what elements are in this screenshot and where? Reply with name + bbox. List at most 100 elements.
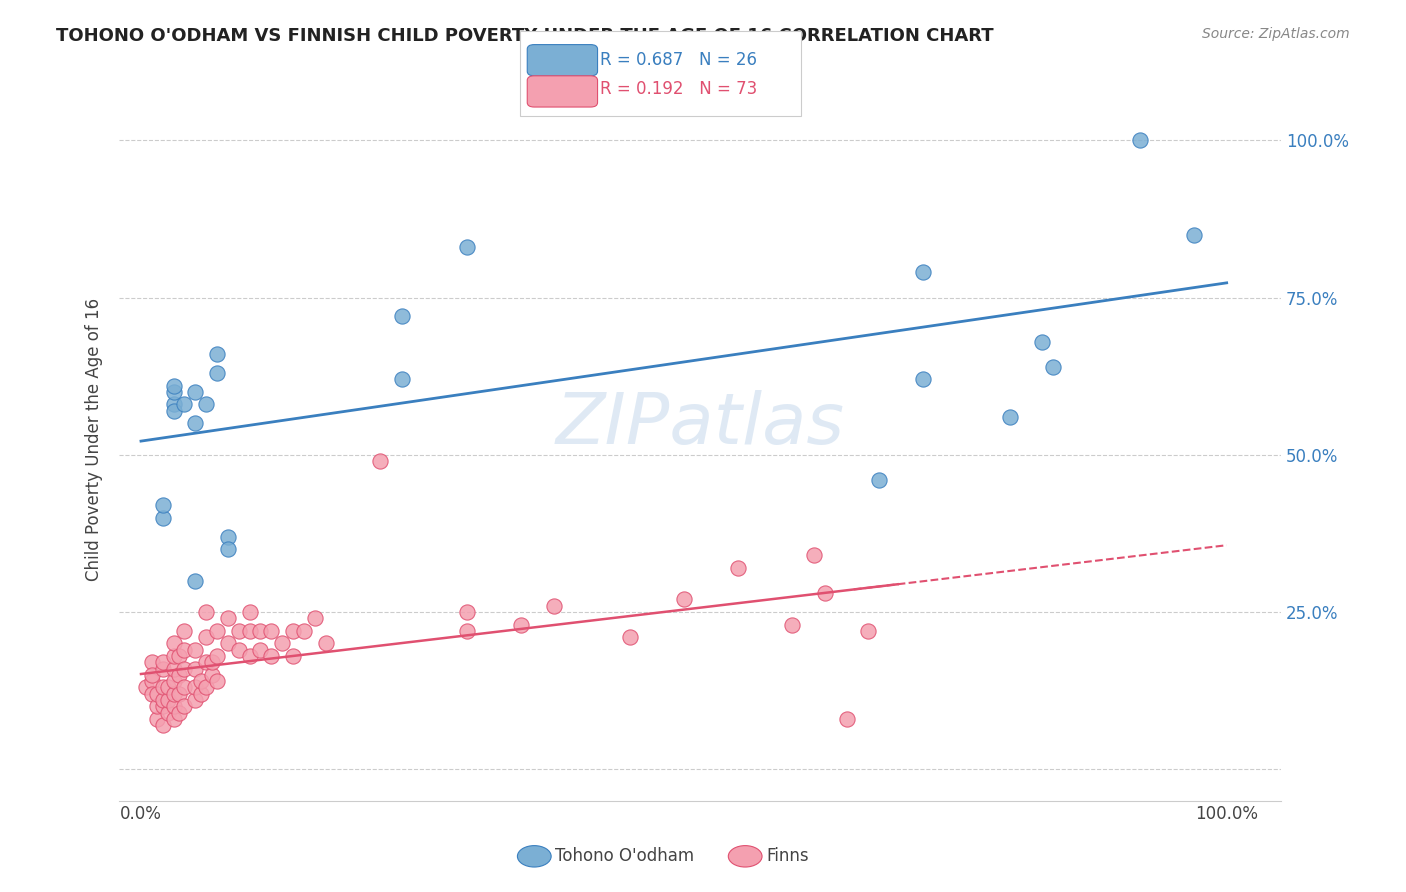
Point (152, 662, 174, 676)
Point (1031, 334, 1053, 349)
Point (391, 310, 413, 324)
Point (152, 655, 174, 669)
Text: Source: ZipAtlas.com: Source: ZipAtlas.com (1202, 27, 1350, 41)
Point (135, 681, 157, 695)
Point (162, 636, 184, 650)
Point (271, 636, 294, 650)
Point (228, 642, 250, 657)
Point (456, 624, 478, 638)
Point (167, 668, 190, 682)
Text: R = 0.687   N = 26: R = 0.687 N = 26 (600, 51, 758, 69)
Point (619, 630, 641, 644)
Point (238, 648, 260, 663)
Point (368, 454, 391, 468)
Point (195, 630, 218, 644)
Point (238, 605, 260, 619)
Point (152, 510, 174, 524)
Point (217, 542, 239, 557)
Point (217, 529, 239, 543)
Point (146, 712, 169, 726)
Point (141, 674, 163, 689)
Point (200, 655, 222, 669)
Point (190, 687, 212, 701)
Text: R = 0.192   N = 73: R = 0.192 N = 73 (600, 80, 758, 98)
Point (195, 397, 218, 411)
Point (167, 648, 190, 663)
Point (1182, 227, 1205, 242)
Point (146, 687, 169, 701)
Point (195, 605, 218, 619)
Point (157, 706, 180, 720)
Point (141, 687, 163, 701)
Point (868, 473, 890, 487)
Point (814, 586, 837, 600)
Point (184, 693, 207, 707)
Point (391, 372, 413, 386)
Point (205, 674, 228, 689)
Point (782, 617, 804, 632)
Point (456, 240, 478, 254)
Point (260, 624, 283, 638)
Point (173, 681, 195, 695)
Point (281, 648, 304, 663)
Point (162, 699, 184, 714)
Point (1129, 133, 1152, 147)
Point (304, 611, 326, 625)
Point (173, 624, 195, 638)
Point (217, 636, 239, 650)
Point (456, 605, 478, 619)
Point (152, 681, 174, 695)
Point (228, 624, 250, 638)
Point (205, 347, 228, 361)
Point (292, 624, 315, 638)
Point (173, 397, 195, 411)
Point (162, 687, 184, 701)
Point (195, 655, 218, 669)
Point (184, 417, 207, 431)
Point (803, 549, 825, 563)
Point (205, 624, 228, 638)
Point (543, 599, 565, 613)
Point (141, 655, 163, 669)
Text: Finns: Finns (766, 847, 808, 865)
Point (249, 624, 271, 638)
Point (162, 384, 184, 399)
Point (162, 648, 184, 663)
Point (672, 592, 695, 607)
Text: ZIPatlas: ZIPatlas (555, 390, 845, 459)
Text: TOHONO O'ODHAM VS FINNISH CHILD POVERTY UNDER THE AGE OF 16 CORRELATION CHART: TOHONO O'ODHAM VS FINNISH CHILD POVERTY … (56, 27, 994, 45)
Point (167, 687, 190, 701)
Point (238, 624, 260, 638)
Point (152, 699, 174, 714)
Point (152, 718, 174, 732)
Point (157, 681, 180, 695)
Point (184, 642, 207, 657)
Point (173, 642, 195, 657)
Point (281, 624, 304, 638)
Point (200, 668, 222, 682)
Point (315, 636, 337, 650)
Point (249, 642, 271, 657)
Point (162, 403, 184, 417)
Point (152, 693, 174, 707)
Point (205, 648, 228, 663)
Point (162, 674, 184, 689)
Point (205, 366, 228, 380)
Point (190, 674, 212, 689)
Point (1042, 359, 1064, 374)
Point (184, 662, 207, 676)
Point (152, 498, 174, 512)
Point (911, 372, 934, 386)
Point (141, 668, 163, 682)
Point (998, 410, 1021, 425)
Point (217, 611, 239, 625)
Point (173, 662, 195, 676)
Point (184, 384, 207, 399)
Point (157, 693, 180, 707)
Point (167, 706, 190, 720)
Point (162, 712, 184, 726)
Point (184, 574, 207, 588)
Point (727, 561, 749, 575)
Point (146, 699, 169, 714)
Point (195, 681, 218, 695)
